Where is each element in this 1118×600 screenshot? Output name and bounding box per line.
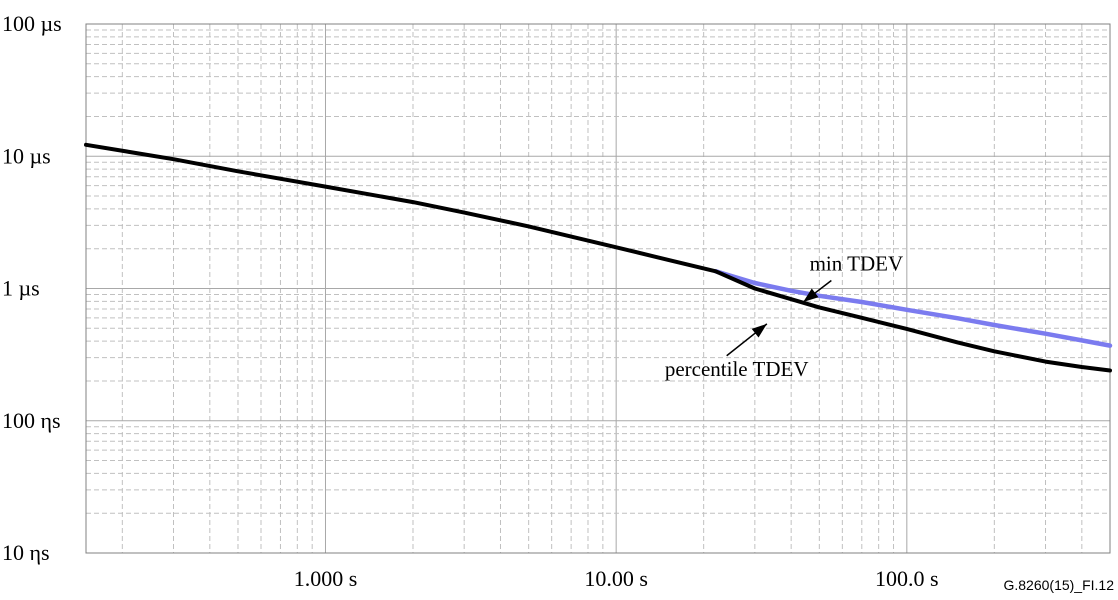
y-tick-label: 10 µs xyxy=(2,143,51,168)
annotation-label-min-tdev: min TDEV xyxy=(810,251,904,275)
series-line-1 xyxy=(713,269,1113,348)
annotation-label-percentile-tdev: percentile TDEV xyxy=(665,357,809,381)
y-tick-label: 100 ηs xyxy=(2,408,61,433)
x-tick-label: 100.0 s xyxy=(875,566,939,591)
figure-reference: G.8260(15)_FI.12 xyxy=(1003,577,1114,593)
y-tick-label: 1 µs xyxy=(2,276,40,301)
x-tick-label: 1.000 s xyxy=(294,566,358,591)
annotations-group: min TDEV percentile TDEV xyxy=(665,251,903,380)
tick-labels-group: 1.000 s 10.00 s 100.0 s 100 µs 10 µs 1 µs 100 … xyxy=(2,11,939,591)
series-line-2 xyxy=(84,142,1112,373)
y-tick-label: 100 µs xyxy=(2,11,62,36)
annotation-arrowhead-2 xyxy=(751,323,767,338)
plot-frame xyxy=(85,23,1111,554)
grid-lines xyxy=(86,24,1110,553)
x-tick-label: 10.00 s xyxy=(584,566,648,591)
y-tick-label: 10 ηs xyxy=(2,540,50,565)
series-group xyxy=(84,142,1113,373)
annotation-arrowhead-1 xyxy=(803,288,819,303)
